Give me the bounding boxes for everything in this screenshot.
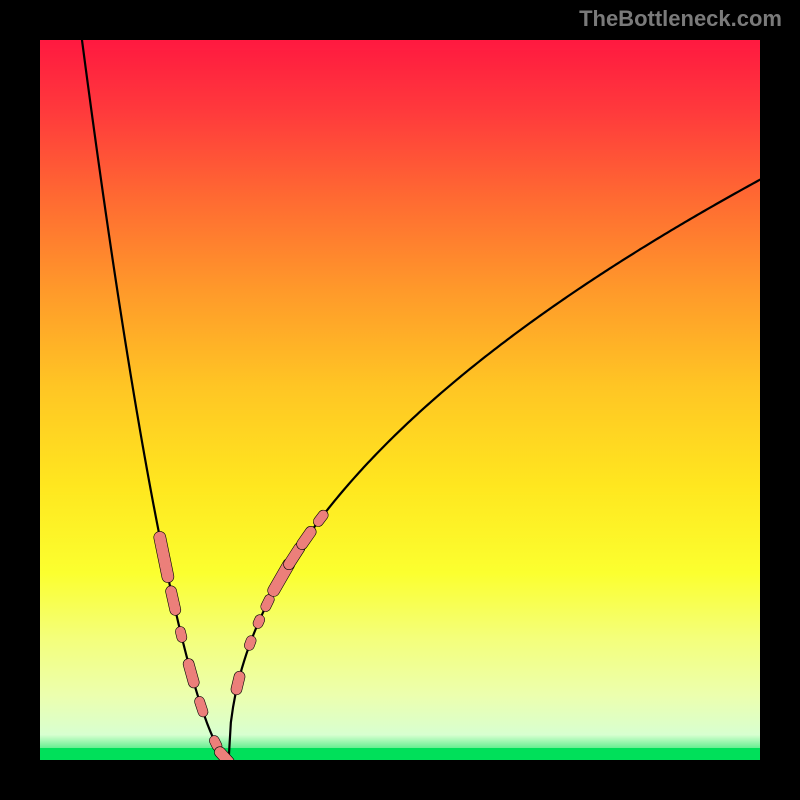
data-marker [243, 634, 258, 652]
data-marker [294, 524, 318, 552]
data-marker [193, 695, 209, 718]
data-marker-group [153, 508, 331, 760]
data-marker [230, 670, 246, 696]
data-marker [165, 585, 182, 617]
watermark-text: TheBottleneck.com [579, 6, 782, 32]
data-marker [153, 530, 175, 583]
chart-stage: TheBottleneck.com [0, 0, 800, 800]
data-marker [251, 613, 266, 630]
data-marker [182, 657, 201, 689]
curve-layer [40, 40, 760, 760]
bottleneck-curve [82, 40, 760, 760]
data-marker [174, 626, 188, 644]
plot-area [40, 40, 760, 760]
